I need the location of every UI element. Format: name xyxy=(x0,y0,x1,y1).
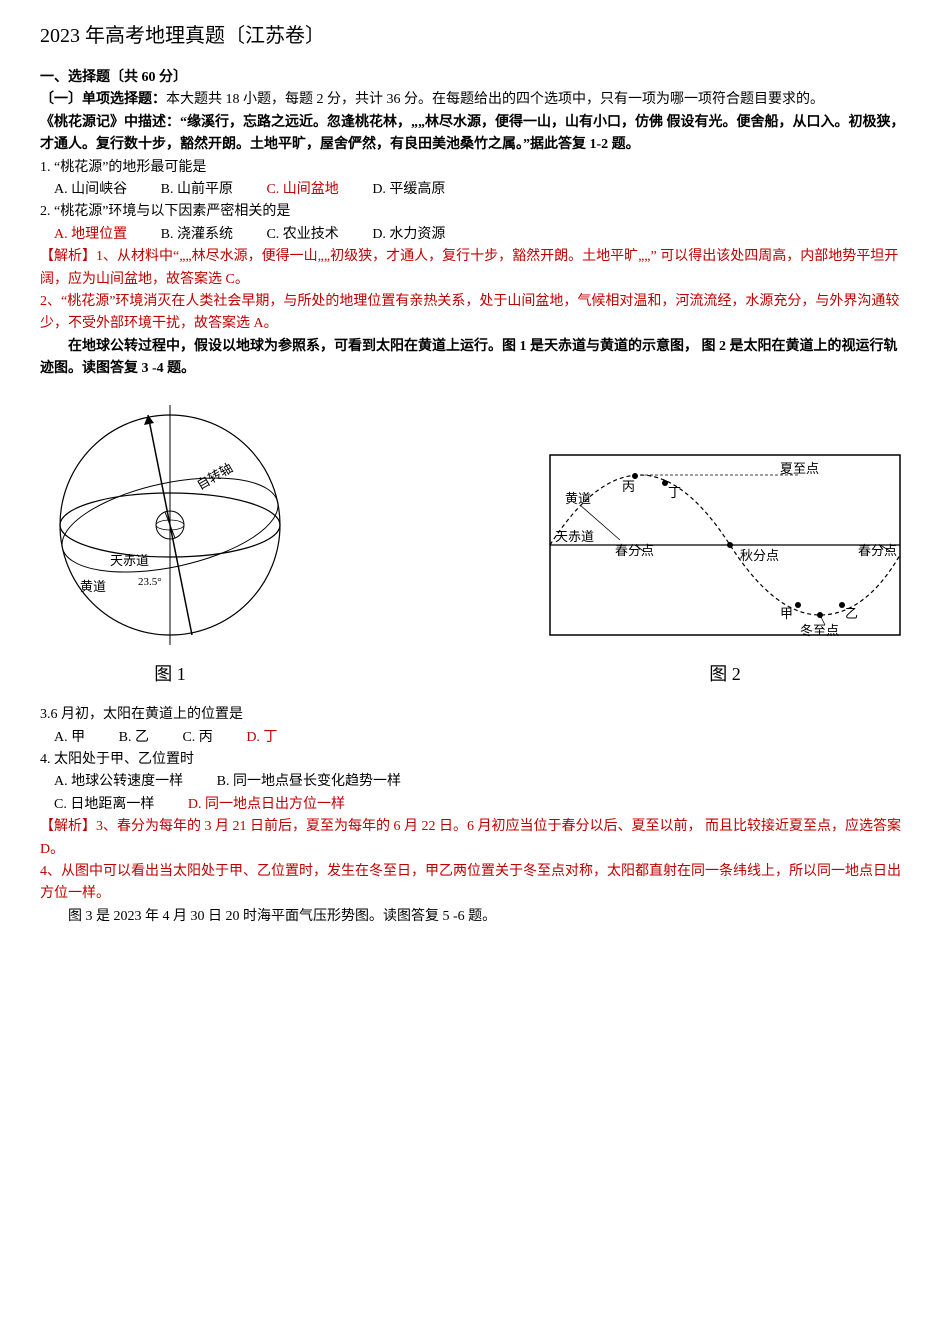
q3-stem: 3.6 月初，太阳在黄道上的位置是 xyxy=(40,704,910,726)
fig1-tianchidao-label: 天赤道 xyxy=(110,553,149,568)
q2-b: B. 浇灌系统 xyxy=(161,224,233,246)
fig2-chunfen1-label: 春分点 xyxy=(615,543,654,558)
figure-1-label: 图 1 xyxy=(40,660,300,689)
figure-2-label: 图 2 xyxy=(540,660,910,689)
analysis-2: 2、“桃花源”环境消灭在人类社会早期，与所处的地理位置有亲热关系，处于山间盆地，… xyxy=(40,291,910,336)
fig2-qiufen-label: 秋分点 xyxy=(740,548,779,563)
section-1-head: 一、选择题〔共 60 分〕 xyxy=(40,67,910,89)
passage-3: 图 3 是 2023 年 4 月 30 日 20 时海平面气压形势图。读图答复 … xyxy=(40,906,910,928)
fig1-huangdao-label: 黄道 xyxy=(80,579,106,594)
q4-c: C. 日地距离一样 xyxy=(54,794,154,816)
q2-d: D. 水力资源 xyxy=(372,224,445,246)
fig1-angle-label: 23.5° xyxy=(138,576,162,588)
q1-d: D. 平缓高原 xyxy=(372,179,445,201)
figure-1: 黄道 天赤道 自转轴 23.5° 图 1 xyxy=(40,395,300,689)
q3-choices: A. 甲 B. 乙 C. 丙 D. 丁 xyxy=(54,727,910,749)
q4-a: A. 地球公转速度一样 xyxy=(54,771,183,793)
fig2-dongzhi-label: 冬至点 xyxy=(800,623,839,638)
q1-stem: 1. “桃花源”的地形最可能是 xyxy=(40,157,910,179)
fig2-bing-label: 丙 xyxy=(622,479,635,494)
q3-d: D. 丁 xyxy=(246,727,277,749)
section-1-desc: 〔一〕单项选择题：本大题共 18 小题，每题 2 分，共计 36 分。在每题给出… xyxy=(40,89,910,111)
q4-b: B. 同一地点昼长变化趋势一样 xyxy=(217,771,401,793)
q1-choices: A. 山间峡谷 B. 山前平原 C. 山间盆地 D. 平缓高原 xyxy=(54,179,910,201)
q2-a: A. 地理位置 xyxy=(54,224,127,246)
fig2-jia-label: 甲 xyxy=(780,606,793,621)
q4-stem: 4. 太阳处于甲、乙位置时 xyxy=(40,749,910,771)
analysis-4: 4、从图中可以看出当太阳处于甲、乙位置时，发生在冬至日，甲乙两位置关于冬至点对称… xyxy=(40,861,910,906)
q2-choices: A. 地理位置 B. 浇灌系统 C. 农业技术 D. 水力资源 xyxy=(54,224,910,246)
section-1-desc-bold: 〔一〕单项选择题： xyxy=(40,92,166,107)
q1-c: C. 山间盆地 xyxy=(266,179,338,201)
q2-stem: 2. “桃花源”环境与以下因素严密相关的是 xyxy=(40,201,910,223)
fig2-huangdao-label: 黄道 xyxy=(565,491,591,506)
fig2-yi-label: 乙 xyxy=(845,606,858,621)
passage-2: 在地球公转过程中，假设以地球为参照系，可看到太阳在黄道上运行。图 1 是天赤道与… xyxy=(40,336,910,381)
q3-c: C. 丙 xyxy=(182,727,212,749)
q4-d: D. 同一地点日出方位一样 xyxy=(188,794,345,816)
figure-1-svg: 黄道 天赤道 自转轴 23.5° xyxy=(40,395,300,655)
q1-a: A. 山间峡谷 xyxy=(54,179,127,201)
page-title: 2023 年高考地理真题〔江苏卷〕 xyxy=(40,20,910,52)
q2-c: C. 农业技术 xyxy=(266,224,338,246)
section-1-desc-tail: 本大题共 18 小题，每题 2 分，共计 36 分。在每题给出的四个选项中，只有… xyxy=(166,92,824,107)
fig2-tianchidao-label: 天赤道 xyxy=(555,529,594,544)
q1-b: B. 山前平原 xyxy=(161,179,233,201)
fig1-axis-label: 自转轴 xyxy=(194,461,235,493)
fig2-ding-label: 丁 xyxy=(668,485,681,500)
q3-a: A. 甲 xyxy=(54,727,85,749)
figure-2-svg: 黄道 天赤道 春分点 秋分点 夏至点 冬至点 春分点 甲 乙 丙 丁 xyxy=(540,445,910,655)
analysis-1: 【解析】1、从材料中“„„林尽水源，便得一山„„初级狭，才通人，复行十步，豁然开… xyxy=(40,246,910,291)
q3-b: B. 乙 xyxy=(119,727,149,749)
figures-row: 黄道 天赤道 自转轴 23.5° 图 1 黄道 天赤道 春分点 秋分点 夏至点 … xyxy=(40,395,910,689)
fig2-chunfen2-label: 春分点 xyxy=(858,543,897,558)
figure-2: 黄道 天赤道 春分点 秋分点 夏至点 冬至点 春分点 甲 乙 丙 丁 图 2 xyxy=(540,445,910,689)
q4-choices: A. 地球公转速度一样 B. 同一地点昼长变化趋势一样 C. 日地距离一样 D.… xyxy=(54,771,910,816)
analysis-3: 【解析】3、春分为每年的 3 月 21 日前后，夏至为每年的 6 月 22 日。… xyxy=(40,816,910,861)
passage-1: 《桃花源记》中描述：“缘溪行，忘路之远近。忽逢桃花林，„„林尽水源，便得一山，山… xyxy=(40,112,910,157)
fig2-xiazhi-label: 夏至点 xyxy=(780,461,819,476)
